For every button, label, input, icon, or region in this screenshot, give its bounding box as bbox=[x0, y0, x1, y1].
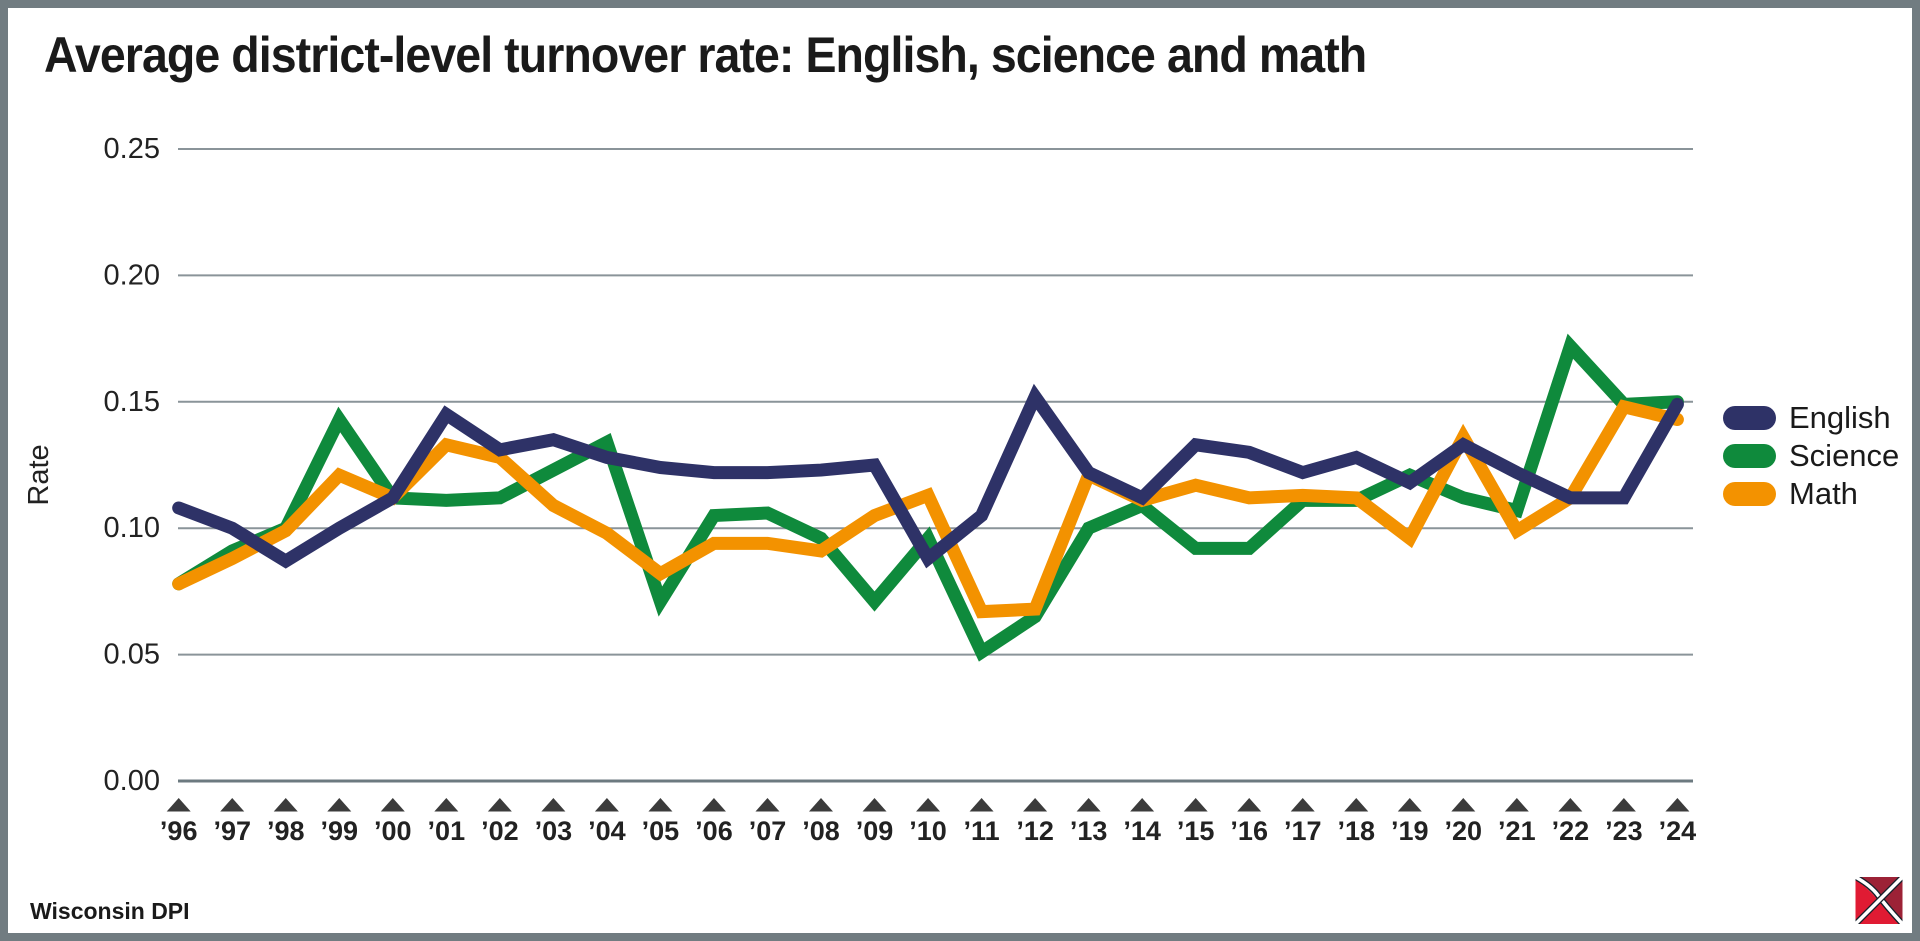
svg-text:’23: ’23 bbox=[1605, 816, 1643, 846]
svg-text:’00: ’00 bbox=[374, 816, 412, 846]
svg-text:’15: ’15 bbox=[1177, 816, 1215, 846]
svg-text:’08: ’08 bbox=[802, 816, 840, 846]
svg-text:’05: ’05 bbox=[642, 816, 680, 846]
svg-text:Math: Math bbox=[1789, 476, 1858, 511]
svg-text:’17: ’17 bbox=[1284, 816, 1322, 846]
svg-text:’03: ’03 bbox=[535, 816, 573, 846]
svg-text:’99: ’99 bbox=[321, 816, 359, 846]
svg-text:’12: ’12 bbox=[1016, 816, 1054, 846]
svg-text:0.00: 0.00 bbox=[104, 765, 160, 797]
svg-text:’04: ’04 bbox=[588, 816, 626, 846]
svg-text:’16: ’16 bbox=[1230, 816, 1268, 846]
svg-text:’06: ’06 bbox=[695, 816, 733, 846]
svg-text:’18: ’18 bbox=[1337, 816, 1375, 846]
svg-text:0.15: 0.15 bbox=[104, 386, 160, 418]
svg-text:’10: ’10 bbox=[909, 816, 947, 846]
svg-text:’11: ’11 bbox=[964, 816, 1000, 846]
svg-text:Science: Science bbox=[1789, 438, 1899, 473]
svg-text:’13: ’13 bbox=[1070, 816, 1108, 846]
svg-text:’01: ’01 bbox=[428, 816, 466, 846]
svg-text:0.10: 0.10 bbox=[104, 512, 160, 544]
svg-text:’02: ’02 bbox=[481, 816, 519, 846]
svg-text:’98: ’98 bbox=[267, 816, 305, 846]
svg-text:’19: ’19 bbox=[1391, 816, 1429, 846]
svg-text:0.05: 0.05 bbox=[104, 639, 160, 671]
svg-text:0.25: 0.25 bbox=[104, 133, 160, 165]
svg-text:0.20: 0.20 bbox=[104, 259, 160, 291]
svg-text:Rate: Rate bbox=[23, 444, 55, 505]
svg-text:’96: ’96 bbox=[160, 816, 198, 846]
svg-text:’14: ’14 bbox=[1123, 816, 1161, 846]
svg-text:’97: ’97 bbox=[213, 816, 251, 846]
svg-text:’21: ’21 bbox=[1498, 816, 1536, 846]
svg-text:’22: ’22 bbox=[1552, 816, 1590, 846]
svg-text:’20: ’20 bbox=[1445, 816, 1483, 846]
svg-text:English: English bbox=[1789, 400, 1891, 435]
svg-text:’09: ’09 bbox=[856, 816, 894, 846]
svg-text:’24: ’24 bbox=[1659, 816, 1697, 846]
svg-text:’07: ’07 bbox=[749, 816, 787, 846]
